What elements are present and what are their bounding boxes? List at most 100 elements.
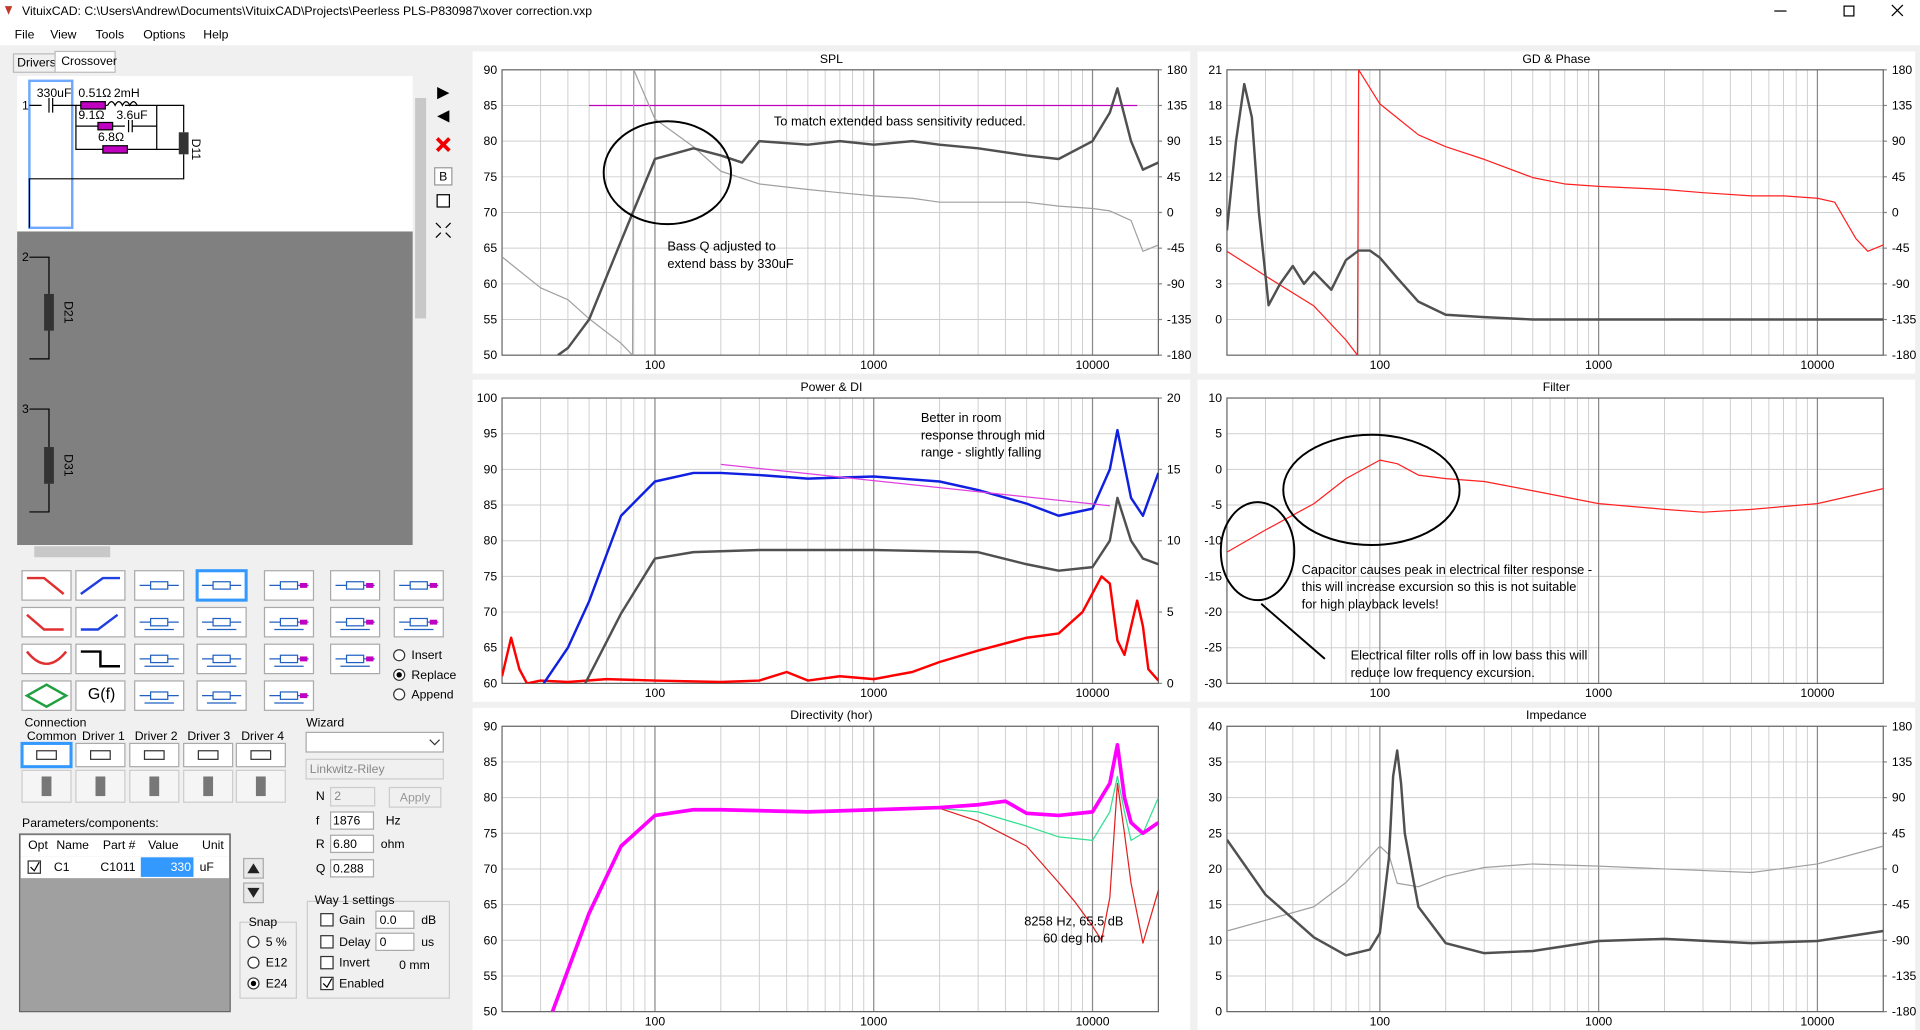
y-tick-label: 6 (1215, 241, 1222, 255)
input[interactable] (330, 811, 375, 830)
input[interactable] (375, 932, 415, 952)
y-tick-label: 15 (1208, 898, 1222, 912)
checkbox-label[interactable]: Delay (339, 935, 371, 949)
button-previous[interactable] (437, 110, 450, 123)
selected-component[interactable] (28, 79, 74, 230)
checkbox[interactable] (27, 860, 42, 874)
palette-button[interactable] (75, 570, 126, 601)
window-title: VituixCAD: C:\Users\Andrew\Documents\Vit… (22, 4, 592, 18)
y2-tick-label: 0 (1167, 676, 1174, 690)
y-tick-label: -10 (1204, 534, 1222, 548)
radio-label[interactable]: Replace (411, 668, 456, 682)
close-button[interactable] (1891, 4, 1904, 17)
column-header: Value (148, 838, 179, 852)
tab-label[interactable]: Drivers (17, 55, 56, 69)
button-label[interactable]: B (439, 169, 447, 183)
checkbox[interactable] (320, 935, 334, 949)
scroll-thumb[interactable] (34, 546, 111, 558)
checkbox-label[interactable]: Invert (339, 956, 370, 970)
palette-button[interactable] (21, 606, 72, 638)
checkbox[interactable] (320, 955, 334, 970)
restore-button[interactable] (1843, 5, 1855, 17)
checkbox[interactable] (320, 976, 334, 991)
field-value[interactable]: 0.0 (380, 913, 397, 927)
checkmark (322, 978, 333, 989)
field-value[interactable]: 6.80 (333, 837, 357, 851)
checkbox[interactable] (320, 913, 334, 927)
field-unit: us (421, 935, 434, 949)
scroll-thumb[interactable] (415, 97, 427, 319)
field-value[interactable]: 0 (380, 935, 387, 949)
button-delete[interactable] (435, 137, 451, 152)
way-number: 2 (22, 250, 29, 264)
y-tick-label: 95 (484, 427, 498, 441)
component-label: 9.1Ω (78, 108, 104, 122)
menu-item[interactable]: Tools (96, 27, 125, 41)
radio-label[interactable]: Append (411, 687, 453, 701)
icon (25, 650, 68, 666)
field-value[interactable]: 1876 (333, 814, 360, 828)
tab-label[interactable]: Crossover (61, 54, 117, 68)
radio[interactable] (247, 935, 260, 948)
plot-frame (501, 397, 1159, 685)
radio[interactable] (393, 688, 406, 701)
button-fit[interactable] (435, 222, 452, 239)
palette-button[interactable] (75, 680, 126, 711)
checkbox-label[interactable]: Enabled (339, 976, 384, 990)
menu-item[interactable]: View (50, 27, 76, 41)
component-palette (21, 569, 444, 711)
radio-label[interactable]: E12 (266, 956, 288, 970)
icon (429, 582, 438, 588)
y-tick-label: 30 (1208, 791, 1222, 805)
palette-button[interactable] (21, 643, 72, 675)
radio[interactable] (393, 649, 406, 662)
plot: 21 18 15 12 9 6 3 0 180 135 90 45 0 -45 -90 -135 -180 100… (1208, 63, 1916, 372)
plot: 40 35 30 25 20 15 10 5 0 180 135 90 45 0 -45 -90 -135 -18… (1208, 719, 1916, 1028)
button-label[interactable]: Apply (400, 790, 431, 804)
button[interactable] (434, 167, 453, 186)
palette-button[interactable] (75, 606, 126, 638)
selected-cell[interactable] (140, 857, 194, 877)
series-line (542, 428, 1159, 684)
offset-label: 0 mm (399, 958, 430, 972)
radio-label[interactable]: Insert (411, 648, 442, 662)
annotation: Bass Q adjusted to (667, 239, 776, 254)
radio-dot (396, 672, 402, 678)
column-label: Driver 3 (187, 729, 230, 743)
input[interactable] (375, 910, 415, 929)
annotation-ellipse (602, 120, 732, 226)
y-tick-label: 0 (1215, 1005, 1222, 1019)
x-tick-label: 100 (1370, 358, 1391, 372)
y2-tick-label: 45 (1167, 170, 1181, 184)
menu-item[interactable]: Options (143, 27, 185, 41)
dropdown-value: Linkwitz-Riley (310, 762, 386, 776)
table-header (20, 835, 229, 857)
plot-frame (501, 69, 1159, 356)
palette-button[interactable] (21, 570, 72, 601)
series-line (1226, 82, 1884, 321)
scrollbar[interactable] (17, 545, 413, 559)
menu-item[interactable]: Help (203, 27, 228, 41)
field-value[interactable]: 0.288 (333, 861, 364, 875)
dropdown[interactable] (305, 731, 444, 753)
checkbox-label[interactable]: Gain (339, 913, 365, 927)
radio-label[interactable]: E24 (266, 976, 288, 990)
button-next[interactable] (437, 86, 450, 100)
apply-button[interactable] (388, 786, 442, 808)
table-cell[interactable]: 330 (171, 860, 192, 874)
dropdown[interactable] (305, 758, 444, 780)
field-value: 2 (334, 789, 341, 803)
radio[interactable] (247, 956, 260, 969)
input[interactable] (330, 859, 375, 878)
input[interactable] (330, 834, 375, 854)
radio-label[interactable]: 5 % (266, 935, 287, 949)
dropdown[interactable] (330, 786, 376, 807)
y2-tick-label: 180 (1892, 63, 1913, 77)
menu-item[interactable]: File (15, 27, 35, 41)
button-box[interactable] (436, 194, 450, 208)
palette-button-label[interactable]: G(f) (88, 686, 115, 703)
way-settings-group (306, 900, 450, 999)
tab-active[interactable] (54, 50, 116, 73)
y-tick-label: 35 (1208, 755, 1222, 769)
